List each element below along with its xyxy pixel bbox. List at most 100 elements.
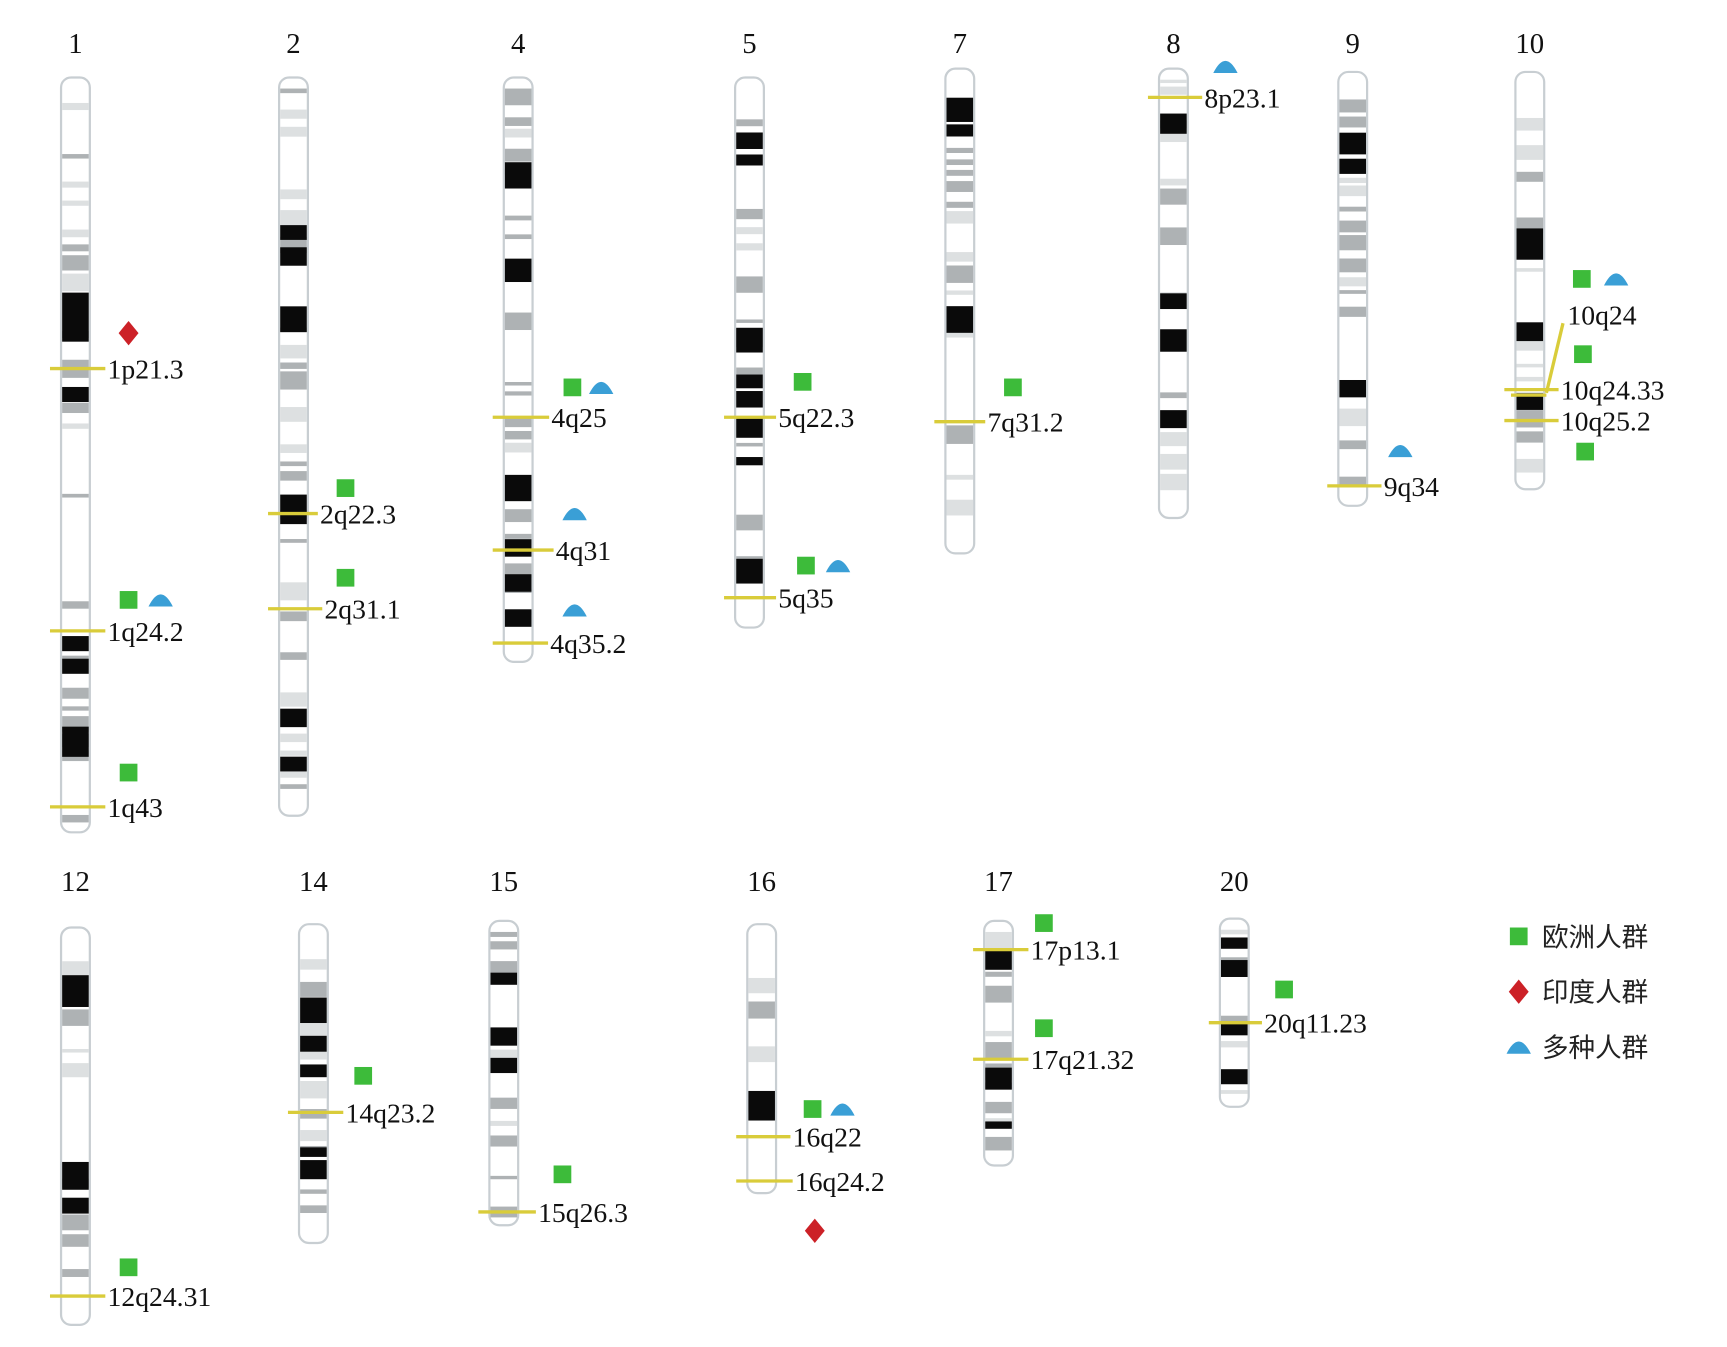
band: [280, 539, 307, 543]
chromosome-14: 14 14q23.2: [287, 866, 435, 1245]
dark-band: [985, 1067, 1012, 1090]
band: [1339, 206, 1366, 212]
band: [62, 1234, 89, 1247]
band: [62, 687, 89, 699]
band: [62, 601, 89, 609]
red-diamond-icon: [1508, 979, 1529, 1004]
green-square-icon: [336, 479, 355, 497]
band: [1339, 258, 1366, 273]
dark-band: [1221, 1022, 1248, 1036]
chromosome-body: [1157, 67, 1189, 520]
chromosome-body: [488, 919, 520, 1227]
band: [985, 985, 1012, 1003]
band: [280, 692, 307, 707]
chromosome-5: 5 5q22.3 5q35: [724, 28, 854, 629]
dark-band: [946, 306, 974, 333]
chromosome-7: 7 7q31.2: [934, 28, 1064, 555]
band: [1160, 227, 1187, 246]
dark-band: [985, 950, 1012, 970]
locus-4q35-2: 4q35.2: [492, 604, 626, 659]
dark-band: [490, 972, 518, 985]
dark-band: [280, 247, 307, 266]
locus-label: 5q35: [778, 583, 833, 614]
band: [280, 126, 307, 137]
locus-label: 1q24.2: [108, 616, 184, 647]
band: [62, 493, 89, 498]
locus-9q34: 9q34: [1327, 444, 1439, 502]
band: [490, 931, 518, 937]
band: [62, 655, 89, 660]
band: [504, 381, 532, 386]
blue-triangle-icon: [562, 508, 587, 521]
chromosome-body: [1337, 70, 1369, 507]
chromosome-body: [1218, 917, 1250, 1108]
dark-band: [62, 292, 89, 342]
band: [946, 252, 974, 262]
band: [985, 1101, 1012, 1114]
band: [280, 471, 307, 481]
band: [504, 128, 532, 138]
locus-label: 4q25: [551, 402, 606, 433]
band: [1516, 171, 1544, 182]
band: [300, 1189, 327, 1194]
band: [1339, 185, 1366, 197]
band: [1221, 957, 1248, 962]
legend-item: 印度人群: [1508, 978, 1648, 1009]
locus-20q11-23: 20q11.23: [1208, 980, 1367, 1039]
green-square-icon: [797, 556, 815, 575]
locus-label: 17q21.32: [1031, 1044, 1135, 1075]
locus-12q24-31: 12q24.31: [49, 1258, 211, 1312]
band: [1160, 473, 1187, 491]
green-square-icon: [1576, 442, 1595, 461]
locus-10q25-2: 10q25.2: [1504, 406, 1651, 461]
chromosome-body: [746, 923, 778, 1195]
locus-17q21-32: 17q21.32: [973, 1019, 1134, 1075]
locus-10q24: 10q24: [1510, 270, 1637, 397]
band: [946, 201, 974, 208]
band: [504, 418, 532, 428]
dark-band: [1160, 329, 1187, 352]
green-square-icon: [553, 1165, 572, 1184]
dark-band: [490, 1057, 518, 1074]
band: [280, 88, 307, 94]
dark-band: [1516, 228, 1544, 260]
band: [62, 200, 89, 206]
band: [1160, 132, 1187, 143]
band: [504, 442, 532, 453]
locus-1q24-2: 1q24.2: [49, 591, 184, 647]
dark-band: [62, 386, 89, 403]
band: [62, 1048, 89, 1053]
chromosome-number: 16: [747, 866, 776, 898]
band: [280, 444, 307, 453]
locus-label: 10q24: [1567, 299, 1636, 330]
locus-label: 15q26.3: [538, 1197, 628, 1228]
band: [1339, 440, 1366, 450]
band: [300, 1022, 327, 1036]
band: [1160, 178, 1187, 186]
band: [280, 461, 307, 467]
band: [946, 265, 974, 283]
locus-label: 4q35.2: [550, 628, 626, 659]
band: [736, 319, 763, 323]
band: [280, 784, 307, 789]
chromosome-17: 17 17p13.1 17q21.32: [973, 866, 1134, 1167]
locus-1q43: 1q43: [49, 763, 163, 823]
band: [1339, 116, 1366, 128]
band: [504, 148, 532, 162]
dark-band: [985, 1121, 1012, 1129]
green-square-icon: [803, 1100, 822, 1118]
band: [1516, 410, 1544, 428]
locus-5q22-3: 5q22.3: [724, 372, 854, 433]
locus-16q24-2: 16q24.2: [736, 1166, 885, 1243]
locus-17p13-1: 17p13.1: [973, 914, 1121, 966]
chromosome-4: 4 4q25 4q31 4q35.2: [492, 28, 626, 663]
band: [62, 1009, 89, 1026]
band: [300, 981, 327, 997]
band: [490, 961, 518, 973]
band: [946, 425, 974, 444]
dark-band: [748, 1090, 775, 1121]
locus-4q25: 4q25: [492, 378, 614, 433]
blue-triangle-icon: [562, 604, 587, 617]
dark-band: [1160, 113, 1187, 134]
